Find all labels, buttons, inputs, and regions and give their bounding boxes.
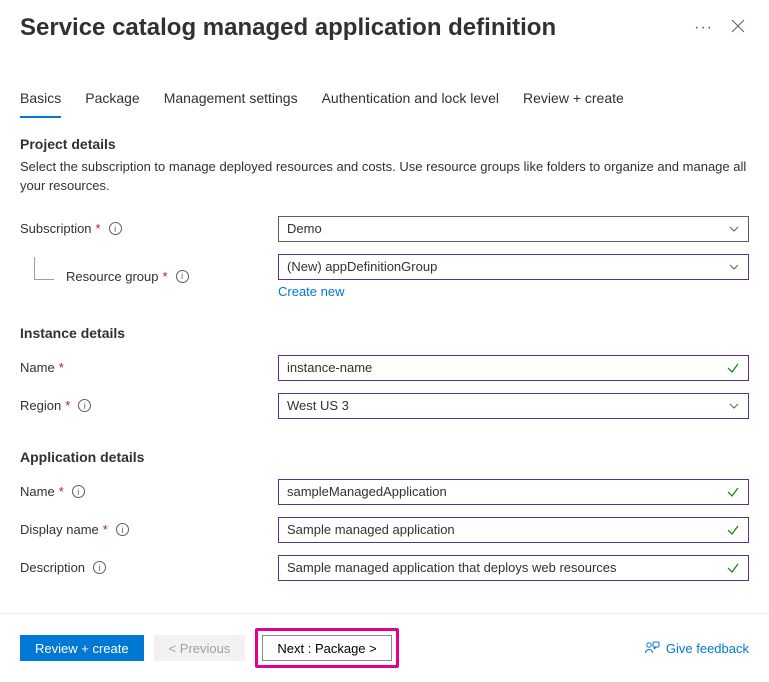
resource-group-select[interactable]: (New) appDefinitionGroup	[278, 254, 749, 280]
instance-name-label: Name *	[20, 360, 278, 375]
required-indicator: *	[59, 360, 64, 375]
app-name-label-text: Name	[20, 484, 55, 499]
region-value: West US 3	[287, 398, 349, 413]
form-content: Project details Select the subscription …	[0, 118, 769, 581]
feedback-label: Give feedback	[666, 641, 749, 656]
tab-bar: Basics Package Management settings Authe…	[0, 84, 769, 118]
display-name-label: Display name * i	[20, 522, 278, 537]
header-actions: ···	[694, 15, 749, 42]
next-button-highlight: Next : Package >	[255, 628, 398, 668]
region-label-text: Region	[20, 398, 61, 413]
feedback-icon	[644, 640, 660, 656]
footer-bar: Review + create < Previous Next : Packag…	[0, 613, 769, 682]
check-icon	[726, 561, 740, 575]
app-name-value: sampleManagedApplication	[287, 484, 447, 499]
subscription-label-text: Subscription	[20, 221, 92, 236]
required-indicator: *	[96, 221, 101, 236]
required-indicator: *	[163, 269, 168, 284]
create-new-link[interactable]: Create new	[278, 284, 344, 299]
close-icon[interactable]	[727, 15, 749, 42]
display-name-row: Display name * i Sample managed applicat…	[20, 517, 749, 543]
tab-auth-lock[interactable]: Authentication and lock level	[322, 84, 499, 118]
subscription-label: Subscription * i	[20, 221, 278, 236]
description-label-text: Description	[20, 560, 85, 575]
required-indicator: *	[103, 522, 108, 537]
subscription-value: Demo	[287, 221, 322, 236]
chevron-down-icon	[728, 400, 740, 412]
review-create-button[interactable]: Review + create	[20, 635, 144, 661]
resource-group-label: Resource group * i	[20, 269, 278, 284]
info-icon[interactable]: i	[109, 222, 122, 235]
instance-name-value: instance-name	[287, 360, 372, 375]
check-icon	[726, 361, 740, 375]
tab-management-settings[interactable]: Management settings	[164, 84, 298, 118]
description-input[interactable]: Sample managed application that deploys …	[278, 555, 749, 581]
instance-name-row: Name * instance-name	[20, 355, 749, 381]
required-indicator: *	[65, 398, 70, 413]
subscription-row: Subscription * i Demo	[20, 216, 749, 242]
info-icon[interactable]: i	[116, 523, 129, 536]
check-icon	[726, 485, 740, 499]
info-icon[interactable]: i	[93, 561, 106, 574]
required-indicator: *	[59, 484, 64, 499]
chevron-down-icon	[728, 261, 740, 273]
instance-name-label-text: Name	[20, 360, 55, 375]
info-icon[interactable]: i	[72, 485, 85, 498]
instance-details-title: Instance details	[20, 325, 749, 341]
info-icon[interactable]: i	[176, 270, 189, 283]
region-row: Region * i West US 3	[20, 393, 749, 419]
check-icon	[726, 523, 740, 537]
tab-package[interactable]: Package	[85, 84, 139, 118]
next-button[interactable]: Next : Package >	[262, 635, 391, 661]
project-details-title: Project details	[20, 136, 749, 152]
description-row: Description i Sample managed application…	[20, 555, 749, 581]
tab-basics[interactable]: Basics	[20, 84, 61, 118]
more-icon[interactable]: ···	[694, 19, 713, 37]
page-header: Service catalog managed application defi…	[0, 0, 769, 42]
app-name-label: Name * i	[20, 484, 278, 499]
previous-button: < Previous	[154, 635, 246, 661]
info-icon[interactable]: i	[78, 399, 91, 412]
resource-group-value: (New) appDefinitionGroup	[287, 259, 437, 274]
region-select[interactable]: West US 3	[278, 393, 749, 419]
subscription-select[interactable]: Demo	[278, 216, 749, 242]
display-name-input[interactable]: Sample managed application	[278, 517, 749, 543]
app-name-row: Name * i sampleManagedApplication	[20, 479, 749, 505]
application-details-title: Application details	[20, 449, 749, 465]
display-name-label-text: Display name	[20, 522, 99, 537]
page-title: Service catalog managed application defi…	[20, 14, 694, 42]
description-label: Description i	[20, 560, 278, 575]
tab-review-create[interactable]: Review + create	[523, 84, 624, 118]
description-value: Sample managed application that deploys …	[287, 560, 617, 575]
resource-group-row: Resource group * i (New) appDefinitionGr…	[20, 254, 749, 299]
chevron-down-icon	[728, 223, 740, 235]
give-feedback-link[interactable]: Give feedback	[644, 640, 749, 656]
instance-name-input[interactable]: instance-name	[278, 355, 749, 381]
app-name-input[interactable]: sampleManagedApplication	[278, 479, 749, 505]
project-details-desc: Select the subscription to manage deploy…	[20, 158, 749, 196]
region-label: Region * i	[20, 398, 278, 413]
resource-group-label-text: Resource group	[66, 269, 159, 284]
display-name-value: Sample managed application	[287, 522, 455, 537]
